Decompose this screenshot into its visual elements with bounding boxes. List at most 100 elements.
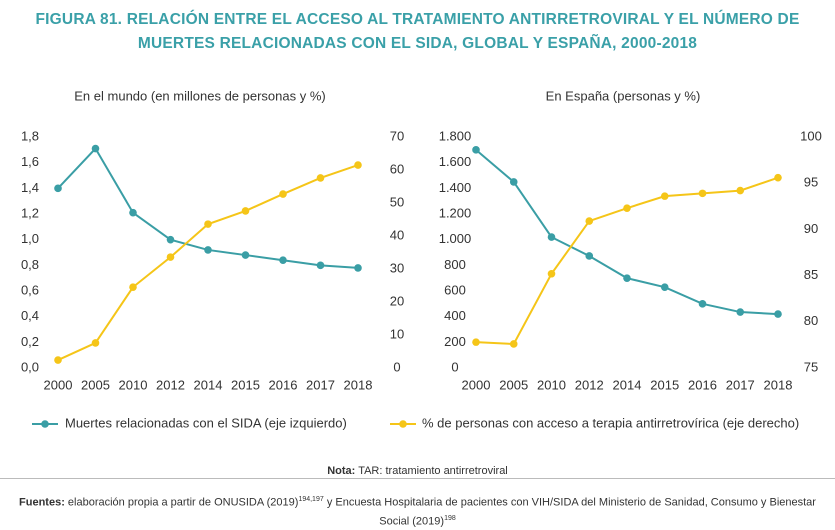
x-tick-label: 2018 [764,377,793,392]
point [54,356,62,364]
note-label: Nota: [327,465,356,477]
point [204,246,212,254]
point [660,283,669,291]
y-tick-label: 1.600 [439,154,472,169]
separator [0,478,835,479]
x-tick-label: 2005 [81,377,110,392]
series-line [475,149,779,316]
y-tick-label: 0 [451,359,458,374]
y2-tick-label: 50 [390,194,404,209]
point [241,251,250,259]
point [241,207,250,215]
x-tick-label: 2017 [306,377,335,392]
legend-marker [41,420,49,428]
point [698,300,707,308]
y-tick-label: 0,2 [21,334,39,349]
x-tick-label: 2016 [269,377,298,392]
y-tick-label: 1,6 [21,154,39,169]
y-tick-label: 0,0 [21,359,39,374]
point [166,253,175,261]
point [279,190,287,198]
x-tick-label: 2017 [726,377,755,392]
y-tick-label: 1.000 [439,231,472,246]
note-text: TAR: tratamiento antirretroviral [358,465,508,477]
y-tick-label: 600 [444,282,466,297]
y-tick-label: 1,2 [21,205,39,220]
point [129,283,137,291]
y2-tick-label: 20 [390,293,404,308]
legend-marker [399,420,407,428]
y-tick-label: 0,8 [21,257,39,272]
x-tick-label: 2014 [613,377,642,392]
x-tick-label: 2012 [575,377,604,392]
point [279,256,287,265]
sources-text: y Encuesta Hospitalaria de pacientes con… [326,496,816,528]
x-tick-label: 2000 [462,377,491,392]
point [316,261,325,270]
y-tick-label: 800 [444,257,466,272]
subtitle: En el mundo (en millones de personas y %… [74,88,325,103]
y2-tick-label: 75 [804,359,818,374]
point [774,310,782,318]
point [698,189,707,198]
y-tick-label: 1,8 [21,128,39,143]
y-tick-label: 400 [444,308,466,323]
sources-label: Fuentes: [19,496,65,509]
point [354,264,362,272]
x-tick-label: 2018 [344,377,373,392]
y-tick-label: 0,6 [21,282,39,297]
y-tick-label: 1,4 [21,180,39,195]
point [54,184,62,193]
point [472,146,480,154]
sources-text: elaboración propia a partir de ONUSIDA (… [67,496,299,509]
x-tick-label: 2010 [119,377,148,392]
point [736,186,745,195]
point [316,174,325,182]
y2-tick-label: 60 [390,161,404,176]
point [585,217,594,225]
x-tick-label: 2015 [231,377,260,392]
sources: Fuentes: elaboración propia a partir de … [10,492,825,529]
point [129,208,137,217]
series-line [475,176,779,346]
chart: En el mundo (en millones de personas y %… [21,88,822,430]
series-line [57,164,359,361]
point [736,308,745,316]
x-tick-label: 2015 [650,377,679,392]
point [354,161,362,169]
x-tick-label: 2005 [499,377,528,392]
x-tick-label: 2010 [537,377,566,392]
y-tick-label: 1.800 [439,128,472,143]
y2-tick-label: 100 [800,128,822,143]
y-tick-label: 1.400 [439,180,472,195]
point [623,204,631,212]
point [204,220,212,228]
sources-ref: 194,197 [298,496,324,503]
title: FIGURA 81. RELACIÓN ENTRE EL ACCESO AL T… [35,11,800,52]
x-tick-label: 2012 [156,377,185,392]
legend-label: Muertes relacionadas con el SIDA (eje iz… [65,415,347,430]
y2-tick-label: 10 [390,326,404,341]
point [585,252,594,260]
point [91,339,100,347]
point [91,144,100,153]
point [547,233,556,241]
y-tick-label: 0,4 [21,308,39,323]
y2-tick-label: 80 [804,313,818,328]
y2-tick-label: 95 [804,175,818,190]
point [547,269,556,278]
y-tick-label: 200 [444,334,466,349]
point [166,235,175,244]
y-tick-label: 1,0 [21,231,39,246]
y2-tick-label: 0 [393,359,400,374]
y2-tick-label: 85 [804,267,818,282]
y2-tick-label: 40 [390,227,404,242]
point [472,338,480,346]
point [509,178,518,186]
legend-label: % de personas con acceso a terapia antir… [422,415,799,430]
x-tick-label: 2000 [44,377,73,392]
note: Nota: TAR: tratamiento antirretroviral [0,465,835,477]
point [660,192,669,200]
point [509,340,518,348]
